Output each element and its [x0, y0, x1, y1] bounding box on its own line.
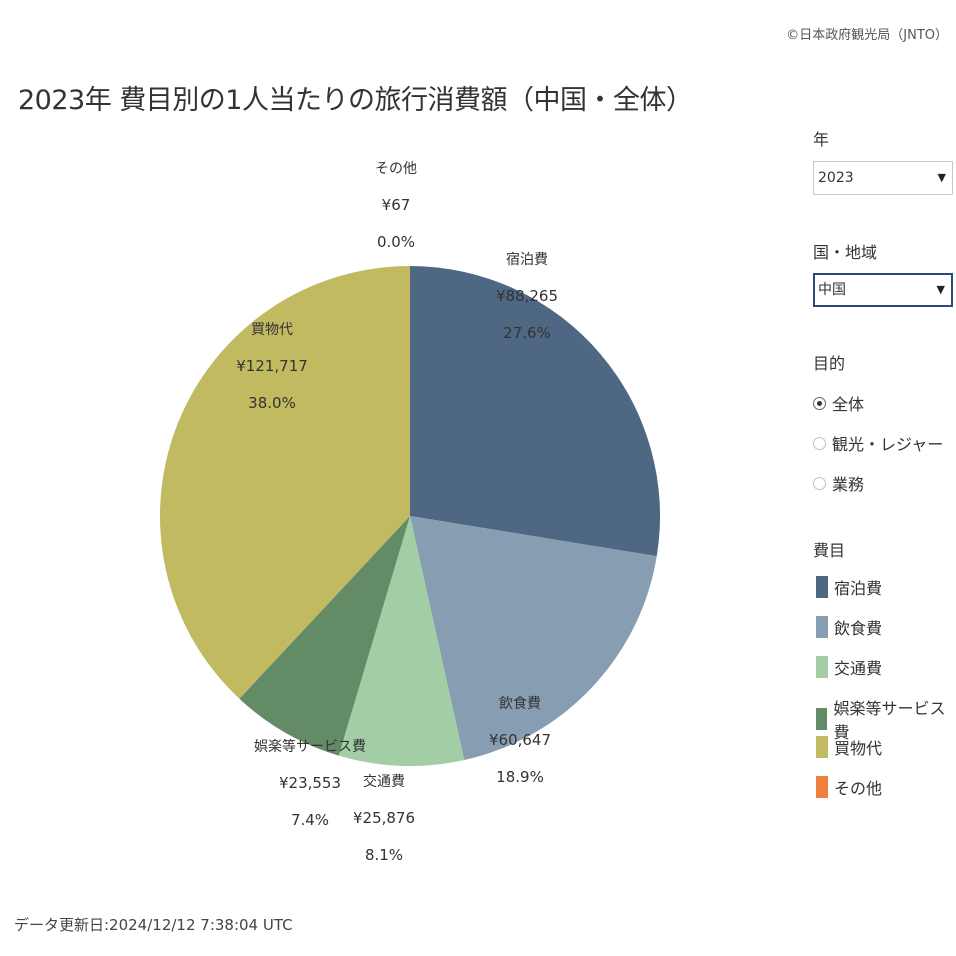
legend-title: 費目: [813, 541, 846, 560]
pie-slice-food[interactable]: [410, 516, 657, 761]
pie-chart: 宿泊費 ¥88,265 27.6% 飲食費 ¥60,647 18.9% 交通費 ¥25,876…: [159, 161, 660, 864]
slice-percent-food: 18.9%: [496, 768, 544, 786]
year-select-value: 2023: [818, 170, 854, 186]
pie-slice-transport[interactable]: [338, 516, 465, 767]
legend-label: その他: [834, 779, 883, 798]
slice-percent-entertainment: 7.4%: [291, 811, 329, 829]
radio-unchecked-icon: [813, 476, 826, 490]
legend-label: 娯楽等サービス費: [833, 699, 946, 742]
slice-percent-transport: 8.1%: [365, 846, 403, 864]
legend-label: 交通費: [834, 659, 883, 678]
slice-label-lodging: 宿泊費: [506, 251, 548, 268]
year-select[interactable]: 2023 ▼: [813, 161, 953, 195]
radio-checked-icon: [813, 396, 826, 410]
legend-label: 宿泊費: [834, 579, 883, 598]
legend-item[interactable]: 娯楽等サービス費: [816, 695, 956, 743]
legend-swatch: [816, 736, 828, 758]
purpose-radio-leisure[interactable]: 観光・レジャー: [813, 431, 943, 455]
legend-item[interactable]: 買物代: [816, 735, 882, 759]
year-filter-label: 年: [813, 130, 830, 149]
legend-swatch: [816, 708, 828, 730]
radio-label: 業務: [832, 475, 865, 494]
legend-swatch: [816, 656, 828, 678]
legend-item[interactable]: 飲食費: [816, 615, 882, 639]
dropdown-arrow-icon: ▼: [937, 171, 946, 184]
slice-amount-other: ¥67: [382, 196, 411, 214]
slice-percent-shopping: 38.0%: [248, 394, 296, 412]
legend-item[interactable]: その他: [816, 775, 882, 799]
purpose-radio-business[interactable]: 業務: [813, 471, 864, 495]
chart-title: 2023年 費目別の1人当たりの旅行消費額（中国・全体）: [18, 85, 693, 116]
copyright-text: ©日本政府観光局（JNTO）: [786, 28, 948, 43]
slice-amount-lodging: ¥88,265: [496, 287, 558, 305]
region-select-value: 中国: [818, 282, 846, 298]
pie-slice-entertainment[interactable]: [239, 516, 410, 756]
legend-item[interactable]: 宿泊費: [816, 575, 882, 599]
slice-percent-other: 0.0%: [377, 233, 415, 251]
dropdown-arrow-icon: ▼: [936, 283, 945, 296]
legend-label: 買物代: [834, 739, 883, 758]
slice-label-entertainment: 娯楽等サービス費: [254, 738, 366, 755]
slice-amount-shopping: ¥121,717: [236, 357, 308, 375]
slice-percent-lodging: 27.6%: [503, 324, 551, 342]
radio-label: 観光・レジャー: [832, 435, 944, 454]
region-select[interactable]: 中国 ▼: [813, 273, 953, 307]
slice-label-shopping: 買物代: [251, 322, 293, 338]
purpose-filter-label: 目的: [813, 354, 846, 373]
purpose-radio-all[interactable]: 全体: [813, 391, 864, 415]
legend-swatch: [816, 616, 828, 638]
pie-slice-shopping[interactable]: [159, 266, 410, 699]
slice-label-transport: 交通費: [363, 773, 405, 790]
slice-amount-entertainment: ¥23,553: [279, 774, 341, 792]
legend-label: 飲食費: [834, 619, 883, 638]
radio-unchecked-icon: [813, 436, 826, 450]
legend-swatch: [816, 776, 828, 798]
legend-item[interactable]: 交通費: [816, 655, 882, 679]
radio-label: 全体: [832, 395, 865, 414]
slice-amount-food: ¥60,647: [489, 731, 551, 749]
pie-slice-lodging[interactable]: [410, 266, 660, 557]
region-filter-label: 国・地域: [813, 243, 878, 262]
slice-label-other: その他: [375, 161, 417, 177]
slice-label-food: 飲食費: [499, 695, 541, 712]
legend-swatch: [816, 576, 828, 598]
slice-amount-transport: ¥25,876: [353, 809, 415, 827]
data-updated-text: データ更新日:2024/12/12 7:38:04 UTC: [14, 916, 293, 934]
